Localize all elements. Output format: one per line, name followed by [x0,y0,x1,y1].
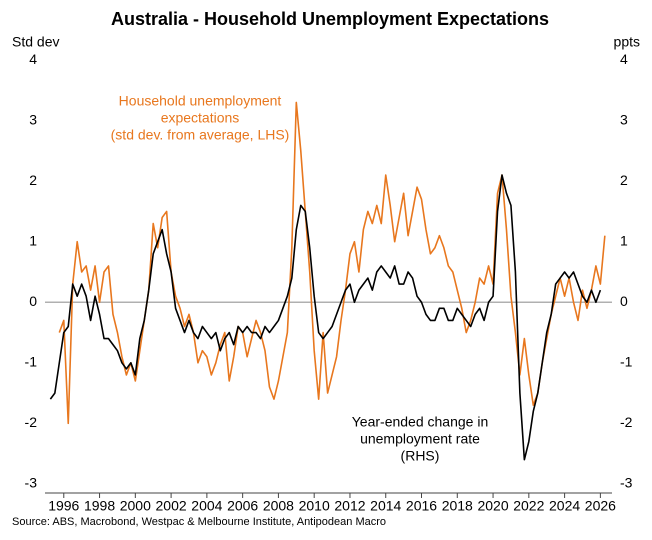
annotation: (std dev. from average, LHS) [111,127,290,143]
y2-tick-label: 4 [620,51,628,67]
y-tick-label: -3 [25,475,38,491]
x-tick-label: 2016 [406,498,437,514]
x-tick-label: 2012 [334,498,365,514]
y-tick-label: 2 [29,172,37,188]
source-note: Source: ABS, Macrobond, Westpac & Melbou… [12,516,386,528]
y-tick-label: -2 [25,414,38,430]
annotation: (RHS) [401,448,440,464]
x-tick-label: 1998 [84,498,115,514]
y2-tick-label: -3 [620,475,633,491]
x-tick-label: 1996 [48,498,79,514]
y2-tick-label: 0 [620,293,628,309]
series-line [58,101,606,425]
y2-tick-label: 1 [620,232,628,248]
x-tick-label: 2004 [191,498,222,514]
series-line [49,174,602,461]
y2-tick-label: 2 [620,172,628,188]
x-tick-label: 2020 [477,498,508,514]
y2-tick-label: -2 [620,414,633,430]
x-tick-label: 2026 [585,498,616,514]
annotation: Household unemployment [119,93,282,109]
x-tick-label: 2008 [263,498,294,514]
chart-title: Australia - Household Unemployment Expec… [111,9,549,29]
annotation: unemployment rate [360,431,480,447]
annotation: Year-ended change in [352,414,489,430]
y-tick-label: 0 [29,293,37,309]
x-tick-label: 2002 [156,498,187,514]
y-axis-label: Std dev [12,34,59,50]
y-tick-label: -1 [25,354,38,370]
y-tick-label: 3 [29,111,37,127]
y2-tick-label: 3 [620,111,628,127]
y2-tick-label: -1 [620,354,633,370]
x-tick-label: 2014 [370,498,401,514]
y-tick-label: 1 [29,232,37,248]
x-tick-label: 2010 [299,498,330,514]
x-tick-label: 2000 [120,498,151,514]
y-tick-label: 4 [29,51,37,67]
x-tick-label: 2022 [513,498,544,514]
x-tick-label: 2006 [227,498,258,514]
x-tick-label: 2018 [442,498,473,514]
x-tick-label: 2024 [549,498,580,514]
y2-axis-label: ppts [614,34,640,50]
annotation: expectations [161,110,240,126]
